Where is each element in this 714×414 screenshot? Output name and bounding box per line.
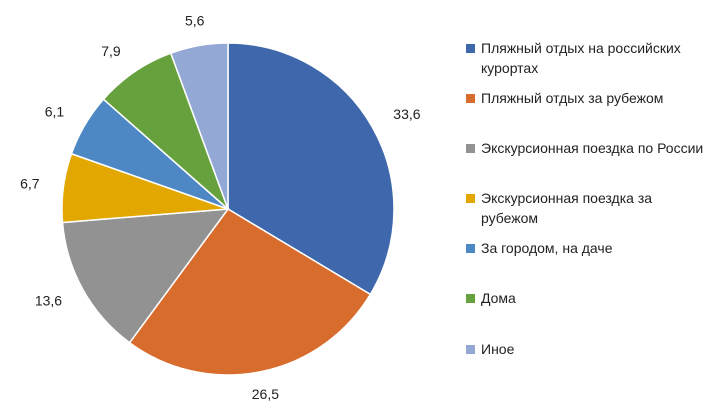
data-label: 7,9 (101, 43, 121, 59)
data-label: 13,6 (35, 292, 62, 308)
legend-item-beach-abroad: Пляжный отдых за рубежом (466, 88, 706, 108)
legend-swatch (466, 194, 475, 203)
data-label: 6,7 (20, 175, 40, 191)
legend-item-excursion-russia: Экскурсионная поездка по России (466, 138, 706, 158)
legend-swatch (466, 44, 475, 53)
data-label: 33,6 (393, 106, 420, 122)
legend-item-country-house: За городом, на даче (466, 238, 706, 258)
legend-swatch (466, 244, 475, 253)
legend-label: Дома (481, 290, 516, 306)
legend-label: Экскурсионная поездка за рубежом (481, 190, 653, 226)
data-label: 5,6 (185, 13, 205, 29)
legend-item-excursion-abroad: Экскурсионная поездка за рубежом (466, 188, 706, 228)
legend-label: За городом, на даче (481, 240, 613, 256)
legend-item-beach-russia: Пляжный отдых на российских курортах (466, 38, 706, 78)
legend-label: Пляжный отдых за рубежом (481, 90, 664, 106)
legend-label: Иное (481, 341, 515, 357)
legend-label: Пляжный отдых на российских курортах (481, 40, 681, 76)
legend-swatch (466, 294, 475, 303)
legend-item-other: Иное (466, 339, 706, 359)
pie-slice (128, 208, 372, 376)
legend-swatch (466, 144, 475, 153)
pie-slice (227, 42, 395, 296)
data-label: 6,1 (45, 104, 65, 120)
legend-item-home: Дома (466, 288, 706, 308)
pie-slice (61, 208, 230, 344)
data-label: 26,5 (252, 386, 279, 402)
legend-swatch (466, 345, 475, 354)
legend-label: Экскурсионная поездка по России (481, 140, 704, 156)
pie-slice (169, 42, 229, 210)
legend-swatch (466, 94, 475, 103)
